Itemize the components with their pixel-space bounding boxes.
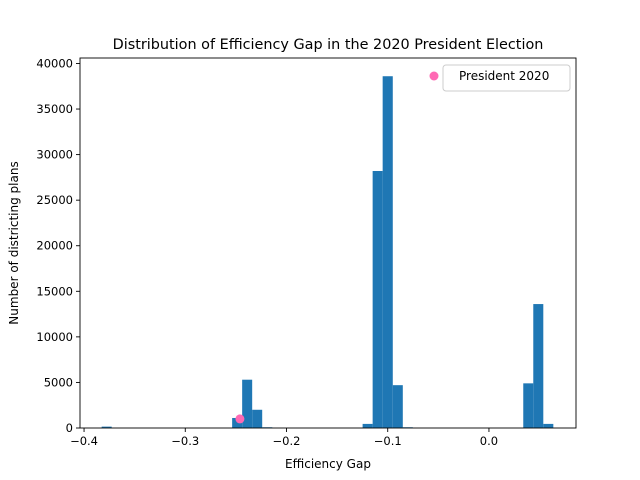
histogram-bar-2 (242, 379, 253, 428)
histogram-bar-11 (533, 304, 544, 428)
y-tick-label-1: 5000 (44, 375, 73, 389)
x-tick-label-3: −0.1 (374, 434, 402, 448)
y-tick-label-8: 40000 (36, 56, 73, 70)
y-tick-label-5: 25000 (36, 193, 73, 207)
x-tick-label-1: −0.3 (171, 434, 199, 448)
y-tick-label-0: 0 (66, 421, 73, 435)
x-tick-label-4: 0.0 (480, 434, 498, 448)
histogram-bar-1 (232, 417, 243, 428)
histogram-bar-8 (392, 385, 403, 428)
histogram-bar-6 (372, 171, 383, 428)
legend: President 2020 (429, 64, 571, 92)
y-axis: 0 5000 10000 15000 20000 25000 30000 35000 40000 (36, 56, 80, 435)
histogram-bar-10 (523, 383, 534, 428)
histogram-bar-12 (543, 423, 554, 428)
legend-box (442, 64, 571, 92)
president-2020-marker (235, 414, 245, 424)
y-tick-label-7: 35000 (36, 102, 73, 116)
y-axis-label: Number of districting plans (7, 161, 21, 324)
plot-frame (79, 57, 577, 429)
histogram-bar-5 (362, 423, 373, 428)
y-tick-label-3: 15000 (36, 284, 73, 298)
legend-label-president-2020: President 2020 (459, 69, 549, 83)
chart-title: Distribution of Efficiency Gap in the 20… (113, 37, 544, 53)
x-tick-label-2: −0.2 (273, 434, 301, 448)
histogram-bar-0 (101, 426, 112, 428)
legend-marker-icon (429, 71, 439, 81)
histogram-bar-7 (382, 76, 393, 428)
y-tick-label-2: 10000 (36, 330, 73, 344)
x-axis: −0.4 −0.3 −0.2 −0.1 0.0 (70, 428, 498, 448)
marker-layer (235, 414, 245, 424)
y-tick-label-4: 20000 (36, 239, 73, 253)
x-tick-label-0: −0.4 (70, 434, 98, 448)
y-tick-label-6: 30000 (36, 148, 73, 162)
x-axis-label: Efficiency Gap (285, 457, 371, 471)
histogram-bar-3 (252, 409, 263, 428)
